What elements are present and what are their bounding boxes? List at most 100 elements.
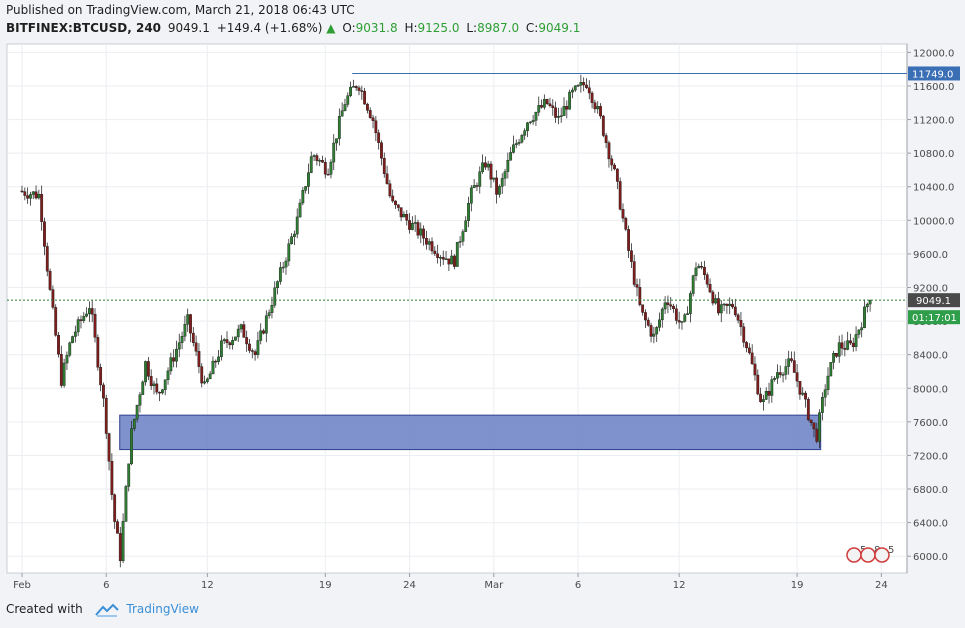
- candle-up: [180, 336, 184, 343]
- candle-up: [132, 418, 136, 429]
- candle-up: [467, 203, 470, 221]
- price-tick-label: 6000.0: [913, 552, 948, 563]
- candle-up: [832, 353, 836, 363]
- event-flag-icon[interactable]: [860, 547, 876, 563]
- candle-up: [413, 222, 417, 224]
- candle-down: [436, 253, 440, 258]
- candle-up: [455, 241, 459, 267]
- candle-up: [658, 319, 661, 328]
- candle-down: [666, 302, 670, 305]
- candle-down: [45, 246, 49, 272]
- event-flag-icon[interactable]: [874, 547, 890, 563]
- price-axis[interactable]: 6000.0 6400.0 6800.0 7200.0 7600.0 8000.0 8400…: [907, 48, 960, 563]
- candle-up: [419, 228, 423, 236]
- candle-up: [130, 428, 133, 465]
- candle-down: [585, 84, 588, 88]
- candle-down: [250, 350, 254, 352]
- candle-up: [531, 120, 535, 123]
- candle-down: [739, 320, 743, 328]
- candle-down: [326, 173, 330, 176]
- candle-down: [388, 183, 392, 197]
- candle-up: [276, 281, 279, 289]
- candle-down: [627, 229, 631, 251]
- candle-down: [57, 335, 60, 355]
- change-value: +149.4 (+1.68%): [216, 21, 323, 35]
- candle-up: [826, 375, 830, 390]
- candle-up: [87, 308, 91, 315]
- candle-down: [371, 117, 375, 121]
- candle-down: [792, 360, 796, 373]
- candle-up: [71, 336, 74, 344]
- candle-down: [368, 110, 372, 118]
- time-tick-label: 12: [673, 580, 686, 591]
- candle-up: [264, 315, 268, 334]
- symbol-label[interactable]: BITFINEX:BTCUSD, 240: [6, 21, 162, 35]
- candle-down: [669, 304, 673, 307]
- candle-down: [674, 308, 678, 321]
- candle-down: [96, 337, 100, 368]
- candle-down: [315, 155, 319, 161]
- price-tick-label: 6800.0: [913, 485, 948, 496]
- candle-down: [245, 337, 249, 345]
- candle-up: [694, 267, 698, 276]
- candle-up: [222, 339, 226, 342]
- time-tick-label: 6: [575, 580, 581, 591]
- candle-up: [534, 112, 538, 121]
- candle-down: [262, 330, 265, 334]
- candle-up: [444, 258, 448, 261]
- candle-up: [503, 171, 507, 179]
- candle-down: [767, 391, 771, 396]
- candle-up: [144, 361, 147, 383]
- candle-down: [146, 361, 150, 377]
- candle-up: [660, 308, 664, 321]
- price-tick-label: 9600.0: [913, 250, 948, 261]
- candle-down: [149, 376, 153, 386]
- candle-down: [447, 258, 451, 265]
- candle-up: [559, 115, 563, 117]
- price-chart[interactable]: 6000.0 6400.0 6800.0 7200.0 7600.0 8000.0 8400…: [0, 42, 965, 597]
- candle-up: [596, 106, 600, 110]
- candle-up: [68, 342, 72, 356]
- candle-down: [107, 433, 111, 462]
- candle-down: [54, 307, 58, 336]
- event-flag-icon[interactable]: [846, 547, 862, 563]
- candle-down: [733, 306, 737, 316]
- candle-up: [236, 328, 240, 338]
- candle-down: [360, 90, 364, 92]
- tradingview-link[interactable]: TradingView: [126, 602, 199, 616]
- price-tick-label: 8400.0: [913, 351, 948, 362]
- support-zone-rect[interactable]: [119, 414, 822, 451]
- candle-down: [214, 360, 218, 363]
- candle-down: [155, 383, 159, 393]
- candle-up: [65, 354, 69, 364]
- candle-down: [843, 348, 847, 350]
- candle-down: [630, 250, 633, 262]
- candles-group: [20, 74, 872, 568]
- candle-down: [425, 238, 428, 245]
- candle-up: [346, 95, 350, 105]
- candle-up: [205, 378, 209, 382]
- candle-down: [40, 194, 44, 222]
- candle-up: [823, 389, 827, 398]
- candle-up: [340, 110, 344, 117]
- candle-up: [829, 362, 833, 377]
- candle-up: [270, 305, 274, 313]
- candle-up: [469, 187, 473, 204]
- candle-down: [604, 135, 608, 143]
- last-price: 9049.1: [167, 21, 210, 35]
- time-axis[interactable]: Feb 6 12 19 24 Mar 6 12 19 24: [13, 573, 888, 591]
- candle-down: [20, 190, 24, 193]
- candle-up: [697, 266, 701, 269]
- last-price-label: 9049.1: [916, 296, 951, 307]
- price-tick-label: 11200.0: [913, 116, 954, 127]
- candle-up: [571, 89, 574, 93]
- candle-up: [335, 138, 338, 144]
- candle-up: [312, 155, 316, 157]
- plot-area[interactable]: [6, 43, 908, 574]
- candle-up: [514, 143, 518, 146]
- candle-up: [579, 82, 583, 86]
- time-tick-label: 19: [319, 580, 332, 591]
- event-icons[interactable]: 585: [846, 545, 894, 563]
- candle-down: [394, 200, 397, 206]
- candle-up: [293, 233, 296, 237]
